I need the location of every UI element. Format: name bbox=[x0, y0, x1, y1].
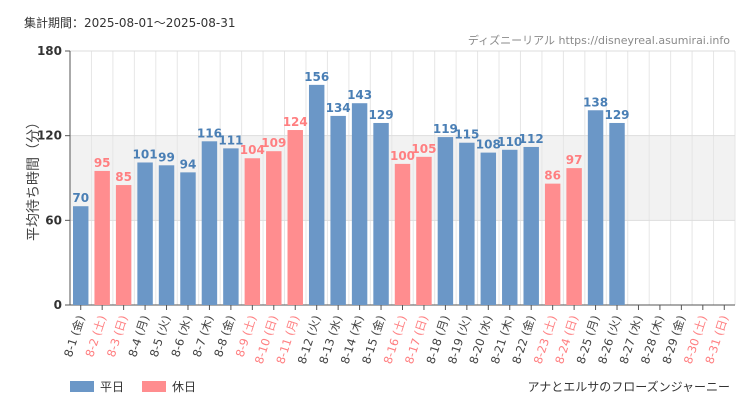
bar-value-label: 95 bbox=[94, 156, 111, 170]
bar-value-label: 108 bbox=[476, 138, 501, 152]
bar bbox=[244, 158, 261, 305]
bar bbox=[437, 137, 454, 305]
attraction-name: アナとエルサのフローズンジャーニー bbox=[527, 380, 730, 394]
bar bbox=[523, 146, 539, 305]
bar bbox=[308, 84, 325, 305]
bar bbox=[223, 148, 239, 305]
legend-swatch-weekday bbox=[70, 381, 94, 392]
bar bbox=[330, 115, 346, 306]
bar-value-label: 101 bbox=[133, 147, 158, 161]
bar-value-label: 116 bbox=[197, 126, 222, 140]
bar bbox=[137, 162, 153, 305]
period-text: 集計期間：2025-08-01〜2025-08-31 bbox=[24, 16, 236, 30]
bar-value-label: 134 bbox=[326, 101, 351, 115]
bar bbox=[373, 122, 389, 305]
bar-value-label: 112 bbox=[519, 132, 544, 146]
bar-value-label: 85 bbox=[115, 170, 132, 184]
bar-value-label: 86 bbox=[544, 169, 561, 183]
y-tick-label: 180 bbox=[37, 44, 62, 58]
bar bbox=[180, 172, 196, 305]
y-axis-label: 平均待ち時間（分） bbox=[26, 115, 42, 241]
bar-value-label: 94 bbox=[180, 157, 197, 171]
bar bbox=[94, 170, 110, 305]
legend: 平日 休日 bbox=[70, 378, 196, 395]
bar bbox=[394, 163, 411, 305]
bar-value-label: 100 bbox=[390, 149, 415, 163]
legend-swatch-holiday bbox=[142, 381, 167, 392]
y-tick-label: 120 bbox=[37, 129, 62, 143]
bar bbox=[480, 152, 497, 305]
bar bbox=[416, 156, 432, 305]
bar bbox=[544, 183, 561, 305]
bar bbox=[266, 151, 282, 305]
bar bbox=[502, 149, 518, 305]
legend-label-holiday: 休日 bbox=[172, 380, 197, 394]
bar-value-label: 104 bbox=[240, 143, 265, 157]
bar-value-label: 129 bbox=[369, 108, 394, 122]
bar-value-label: 143 bbox=[347, 88, 372, 102]
bar bbox=[609, 122, 625, 305]
bar bbox=[587, 110, 604, 306]
bar bbox=[115, 185, 132, 305]
bar bbox=[201, 141, 218, 305]
bar-value-label: 105 bbox=[411, 142, 436, 156]
bar-value-label: 97 bbox=[566, 153, 583, 167]
bar-value-label: 110 bbox=[497, 135, 522, 149]
bar-value-label: 119 bbox=[433, 122, 458, 136]
bar-value-label: 156 bbox=[304, 70, 329, 84]
y-tick-label: 0 bbox=[54, 298, 62, 312]
bar bbox=[287, 130, 303, 305]
bar-value-label: 124 bbox=[283, 115, 308, 129]
legend-item-weekday: 平日 bbox=[70, 378, 124, 395]
bar bbox=[566, 168, 582, 305]
legend-item-holiday: 休日 bbox=[142, 378, 196, 395]
bar-value-label: 129 bbox=[604, 108, 629, 122]
legend-label-weekday: 平日 bbox=[100, 380, 125, 394]
bar bbox=[73, 206, 89, 305]
bar-value-label: 70 bbox=[72, 191, 89, 205]
bar-value-label: 99 bbox=[158, 150, 175, 164]
bar bbox=[158, 165, 175, 305]
credit-text: ディズニーリアル https://disneyreal.asumirai.inf… bbox=[467, 34, 730, 47]
bar bbox=[459, 142, 475, 305]
bar-value-label: 109 bbox=[261, 136, 286, 150]
bar bbox=[351, 103, 368, 305]
bar-value-label: 138 bbox=[583, 95, 608, 109]
bar-value-label: 115 bbox=[454, 128, 479, 142]
bar-value-label: 111 bbox=[218, 133, 243, 147]
y-tick-label: 60 bbox=[45, 213, 62, 227]
